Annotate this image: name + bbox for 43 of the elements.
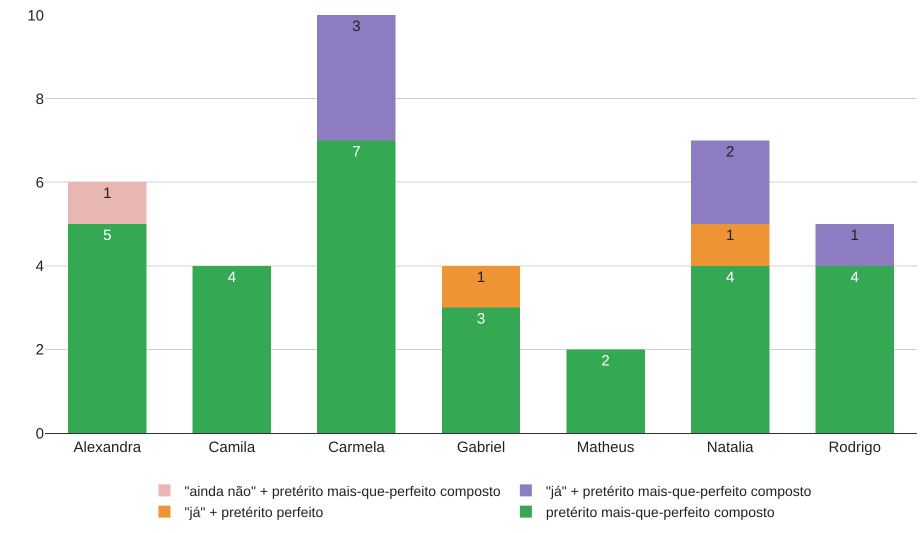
data-label: 1 (726, 227, 734, 244)
bar (442, 266, 520, 308)
bar (317, 140, 396, 433)
y-tick-label: 10 (27, 7, 44, 24)
y-tick-label: 0 (36, 425, 44, 442)
bar (690, 224, 770, 266)
data-label: 1 (850, 227, 859, 244)
data-label: 3 (476, 310, 486, 328)
bar (317, 15, 396, 140)
bar (68, 224, 147, 433)
data-label: 1 (476, 268, 486, 286)
y-tick-label: 2 (36, 342, 44, 359)
y-tick-label: 6 (36, 174, 44, 192)
x-tick-label: Natalia (706, 439, 754, 456)
legend-label: "já" + pretérito mais-que-perfeito composto (546, 482, 812, 499)
data-label: 4 (850, 268, 859, 286)
data-label: 2 (601, 352, 610, 370)
data-label: 7 (352, 143, 361, 160)
x-tick-label: Carmela (328, 439, 386, 456)
x-tick-label: Gabriel (456, 439, 506, 456)
x-tick-label: Rodrigo (828, 439, 881, 456)
bar (68, 182, 147, 224)
bar (690, 140, 770, 224)
legend-label: "já" + pretérito perfeito (184, 504, 324, 520)
x-tick-label: Camila (208, 439, 256, 456)
data-label: 1 (103, 185, 112, 202)
y-tick-label: 8 (36, 90, 44, 108)
data-label: 3 (352, 18, 361, 35)
x-tick-label: Alexandra (74, 439, 142, 456)
data-label: 2 (726, 143, 734, 160)
bar (566, 349, 645, 433)
data-label: 5 (103, 227, 112, 244)
legend-label: "ainda não" + pretérito mais-que-perfeito composto (184, 482, 501, 499)
y-tick-label: 4 (36, 258, 44, 276)
bar (442, 308, 520, 433)
data-label: 4 (228, 268, 236, 286)
bar (192, 266, 272, 433)
legend-label: pretérito mais-que-perfeito composto (546, 504, 775, 520)
bar (690, 266, 770, 433)
x-tick-label: Matheus (576, 439, 634, 456)
data-label: 4 (726, 268, 734, 286)
bar (815, 224, 894, 266)
bar (815, 266, 894, 433)
